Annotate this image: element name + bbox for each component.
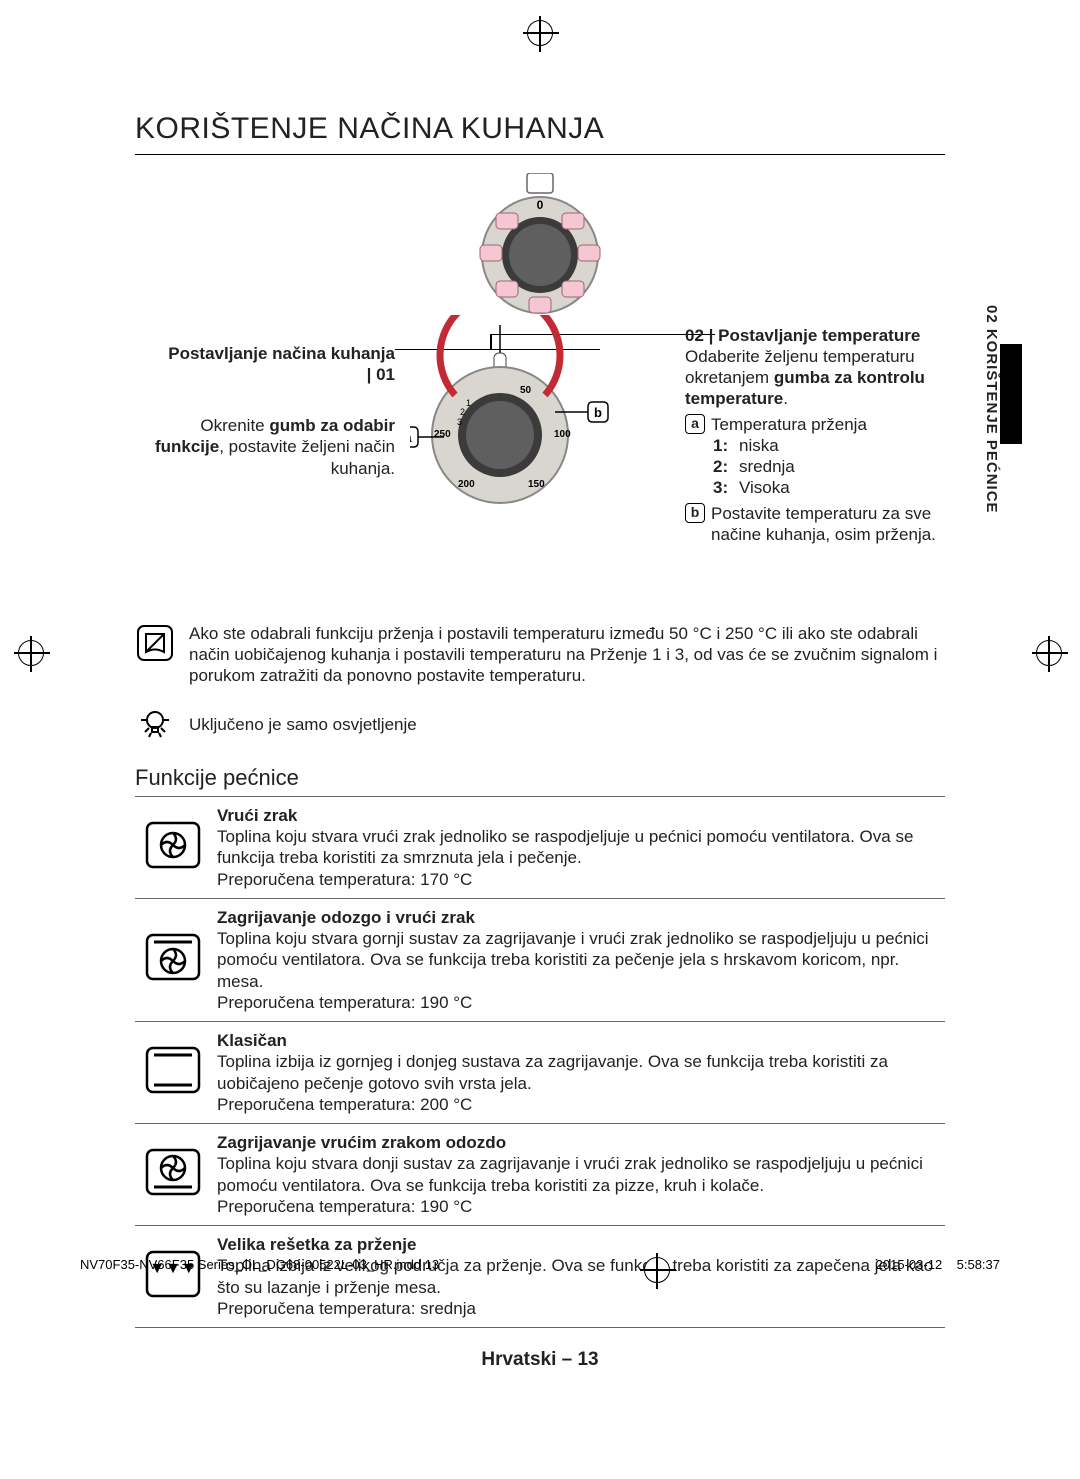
functions-table: Vrući zrak Toplina koju stvara vrući zrak…: [135, 796, 945, 1328]
note-light: Uključeno je samo osvjetljenje: [135, 704, 945, 744]
step-left-body: Okrenite gumb za odabir funkcije, postav…: [145, 415, 395, 479]
function-dial-icon: 0: [465, 173, 615, 318]
step-left-title: Postavljanje načina kuhanja | 01: [145, 343, 395, 386]
list-b-label: Postavite temperaturu za sve načine kuha…: [711, 503, 945, 546]
step-left: Postavljanje načina kuhanja | 01 Okrenit…: [145, 343, 395, 479]
svg-text:0: 0: [537, 198, 544, 212]
function-text: Zagrijavanje odozgo i vrući zrak Toplina …: [217, 898, 945, 1021]
function-temp: Preporučena temperatura: 170 °C: [217, 870, 472, 889]
function-row: Zagrijavanje vrućim zrakom odozdo Toplina…: [135, 1124, 945, 1226]
title-rule: [135, 154, 945, 155]
letter-b-icon: b: [685, 503, 705, 523]
function-row: Klasičan Toplina izbija iz gornjeg i donj…: [135, 1022, 945, 1124]
function-desc: Toplina koju stvara donji sustav za zagr…: [217, 1154, 923, 1194]
temperature-dial-icon: 50 100 150 200 250 3 2 1 a b: [410, 315, 640, 515]
note-warning: Ako ste odabrali funkciju prženja i post…: [135, 623, 945, 687]
side-tab-black: [1000, 344, 1022, 444]
list-a: a Temperatura prženja: [685, 414, 945, 435]
note-warning-text: Ako ste odabrali funkciju prženja i post…: [189, 623, 945, 687]
function-title: Vrući zrak: [217, 806, 297, 825]
reg-mark-right: [1036, 640, 1062, 672]
note-light-text: Uključeno je samo osvjetljenje: [189, 714, 945, 735]
footer-file: NV70F35-NV66F35 Series_OL_DG68-00522L-03…: [80, 1257, 439, 1283]
function-icon-classic: [135, 1022, 217, 1124]
svg-text:2: 2: [460, 407, 465, 417]
reg-mark-top: [527, 20, 553, 52]
note-warning-icon: [135, 623, 175, 663]
function-title: Klasičan: [217, 1031, 287, 1050]
svg-text:b: b: [594, 405, 602, 420]
list-a-items: 1:niska 2:srednja 3:Visoka: [685, 435, 945, 499]
step-right: 02 | Postavljanje temperature Odaberite …: [685, 325, 945, 546]
page-number: Hrvatski – 13: [135, 1348, 945, 1372]
function-text: Klasičan Toplina izbija iz gornjeg i donj…: [217, 1022, 945, 1124]
light-icon: [135, 704, 175, 744]
function-icon-fan: [135, 796, 217, 898]
functions-heading: Funkcije pećnice: [135, 764, 945, 792]
function-desc: Toplina koju stvara vrući zrak jednoliko…: [217, 827, 913, 867]
temperature-block: Postavljanje načina kuhanja | 01 Okrenit…: [135, 325, 945, 605]
step-right-title: 02 | Postavljanje temperature: [685, 325, 945, 346]
function-title: Zagrijavanje odozgo i vrući zrak: [217, 908, 475, 927]
function-text: Vrući zrak Toplina koju stvara vrući zrak…: [217, 796, 945, 898]
svg-text:250: 250: [434, 429, 451, 440]
svg-text:200: 200: [458, 479, 475, 490]
side-tab-label: 02 KORIŠTENJE PEĆNICE: [981, 305, 1000, 514]
list-a-label: Temperatura prženja: [711, 414, 867, 435]
function-dial-block: 0: [135, 173, 945, 323]
svg-text:3: 3: [457, 417, 462, 427]
svg-text:1: 1: [466, 398, 471, 408]
function-temp: Preporučena temperatura: srednja: [217, 1299, 476, 1318]
function-row: Vrući zrak Toplina koju stvara vrući zrak…: [135, 796, 945, 898]
function-icon-bottom_fan: [135, 1124, 217, 1226]
function-desc: Toplina koju stvara gornji sustav za zag…: [217, 929, 929, 991]
footer-time: 2015-03-12 5:58:37: [876, 1257, 1000, 1283]
function-temp: Preporučena temperatura: 200 °C: [217, 1095, 472, 1114]
reg-mark-left: [18, 640, 44, 672]
function-temp: Preporučena temperatura: 190 °C: [217, 993, 472, 1012]
function-desc: Toplina izbija iz gornjeg i donjeg susta…: [217, 1052, 888, 1092]
function-title: Zagrijavanje vrućim zrakom odozdo: [217, 1133, 506, 1152]
svg-text:100: 100: [554, 429, 571, 440]
list-b: b Postavite temperaturu za sve načine ku…: [685, 503, 945, 546]
svg-text:50: 50: [520, 385, 532, 396]
page-title: KORIŠTENJE NAČINA KUHANJA: [135, 110, 945, 148]
function-title: Velika rešetka za prženje: [217, 1235, 416, 1254]
function-temp: Preporučena temperatura: 190 °C: [217, 1197, 472, 1216]
side-tab: 02 KORIŠTENJE PEĆNICE: [981, 305, 1000, 514]
letter-a-icon: a: [685, 414, 705, 434]
function-row: Zagrijavanje odozgo i vrući zrak Toplina …: [135, 898, 945, 1021]
page-body: KORIŠTENJE NAČINA KUHANJA 02 KORIŠTENJE …: [135, 110, 945, 1249]
function-icon-top_fan: [135, 898, 217, 1021]
function-text: Zagrijavanje vrućim zrakom odozdo Toplina…: [217, 1124, 945, 1226]
step-right-line1: Odaberite željenu temperaturu okretanjem…: [685, 346, 945, 410]
svg-text:150: 150: [528, 479, 545, 490]
footer-meta: NV70F35-NV66F35 Series_OL_DG68-00522L-03…: [80, 1257, 1000, 1283]
